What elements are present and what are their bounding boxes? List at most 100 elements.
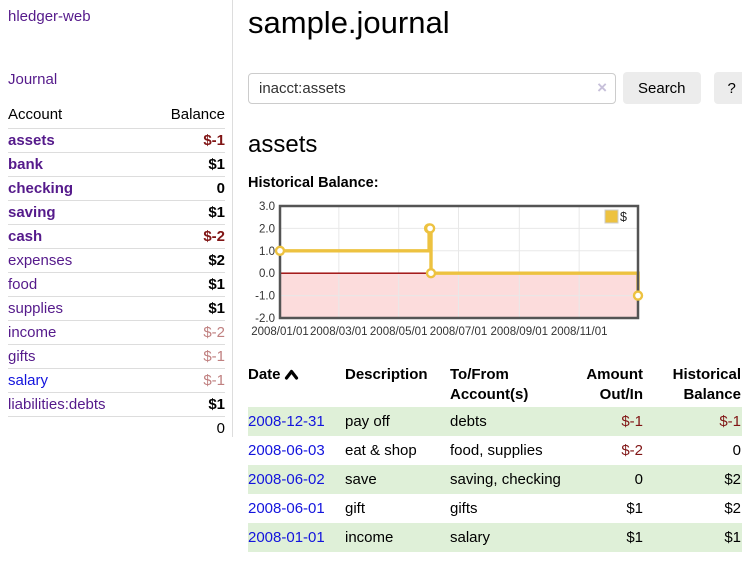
transaction-date-link[interactable]: 2008-12-31 [248, 413, 325, 430]
accounts-header-balance: Balance [147, 103, 225, 129]
register-row: 2008-12-31 pay off debts $-1 $-1 [248, 407, 742, 436]
account-balance: $1 [147, 392, 225, 417]
account-row: expenses $2 [8, 248, 225, 273]
account-balance: $2 [147, 248, 225, 273]
register-table: Date Description To/From Account(s) Amou… [248, 363, 742, 552]
account-link[interactable]: salary [8, 372, 49, 389]
legend-label: $ [620, 210, 627, 224]
chart-heading: Historical Balance: [248, 175, 379, 191]
account-balance: $-1 [147, 344, 225, 369]
account-row: gifts $-1 [8, 344, 225, 369]
search-button[interactable]: Search [623, 72, 701, 104]
transaction-accounts: food, supplies [450, 442, 543, 459]
account-row: salary $-1 [8, 368, 225, 393]
account-heading: assets [248, 131, 318, 158]
account-link[interactable]: saving [8, 204, 56, 221]
account-row: cash $-2 [8, 224, 225, 249]
sidebar-item-journal[interactable]: Journal [8, 71, 58, 88]
account-link[interactable]: income [8, 324, 57, 341]
account-row: food $1 [8, 272, 225, 297]
accounts-table: Account Balance assets $-1 bank $1 checking 0… [8, 103, 225, 441]
account-row: income $-2 [8, 320, 225, 345]
x-tick-label: 2008/07/01 [430, 326, 488, 338]
account-balance: $-2 [147, 320, 225, 345]
transaction-date-link[interactable]: 2008-06-02 [248, 471, 325, 488]
data-point-marker [425, 267, 437, 279]
account-balance: $-1 [147, 368, 225, 393]
accounts-header-account: Account [8, 103, 148, 129]
account-row: saving $1 [8, 200, 225, 225]
transaction-date-link[interactable]: 2008-06-01 [248, 500, 325, 517]
sidebar: hledger-web Journal Account Balance asse… [0, 0, 233, 441]
account-balance: $-1 [147, 128, 225, 153]
account-row: bank $1 [8, 152, 225, 177]
register-header-date[interactable]: Date [248, 363, 345, 407]
data-point-marker [632, 290, 644, 301]
y-tick-label: 1.0 [259, 246, 275, 258]
transaction-balance: $2 [724, 500, 741, 517]
transaction-amount: $1 [626, 500, 643, 517]
register-header-balance: Historical Balance [672, 366, 741, 403]
transaction-amount: $-1 [621, 413, 643, 430]
transaction-accounts: salary [450, 529, 491, 546]
register-row: 2008-06-03 eat & shop food, supplies $-2 0 [248, 436, 742, 465]
account-link[interactable]: liabilities:debts [8, 396, 106, 413]
account-row: assets $-1 [8, 128, 225, 153]
y-tick-label: 2.0 [259, 223, 275, 235]
transaction-accounts: gifts [450, 500, 478, 517]
plot-border [278, 204, 640, 320]
account-link[interactable]: supplies [8, 300, 64, 317]
account-balance: $1 [147, 200, 225, 225]
page-title: sample.journal [248, 5, 450, 40]
historical-balance-chart: $3.0 2.0 1.0 0.0 -1.0 -2.0 2008/01/01 2008/03/0… [248, 198, 742, 342]
y-tick-label: -1.0 [255, 291, 275, 303]
account-link[interactable]: bank [8, 156, 44, 173]
account-row: liabilities:debts $1 [8, 392, 225, 417]
register-row: 2008-06-02 save saving, checking 0 $2 [248, 465, 742, 494]
help-button[interactable]: ? [713, 72, 742, 104]
transaction-description: income [345, 529, 394, 546]
register-header-amount: Amount Out/In [586, 366, 643, 403]
y-tick-label: -2.0 [255, 313, 275, 325]
transaction-accounts: debts [450, 413, 487, 430]
account-balance: 0 [147, 176, 225, 201]
account-balance: $-2 [147, 224, 225, 249]
transaction-balance: $2 [724, 471, 741, 488]
account-balance: $1 [147, 152, 225, 177]
account-link[interactable]: assets [8, 132, 55, 149]
data-point-marker [274, 245, 286, 256]
y-tick-label: 0.0 [259, 268, 275, 280]
transaction-description: save [345, 471, 377, 488]
register-header-accounts: To/From Account(s) [450, 366, 529, 403]
transaction-description: eat & shop [345, 442, 417, 459]
transaction-balance: 0 [732, 442, 741, 459]
transaction-balance: $-1 [719, 413, 741, 430]
account-link[interactable]: checking [8, 180, 74, 197]
account-link[interactable]: cash [8, 228, 43, 245]
account-link[interactable]: food [8, 276, 38, 293]
account-balance: $1 [147, 296, 225, 321]
account-link[interactable]: gifts [8, 348, 36, 365]
transaction-balance: $1 [724, 529, 741, 546]
app-title: hledger-web [8, 8, 225, 25]
x-tick-label: 2008/05/01 [370, 326, 428, 338]
x-tick-label: 2008/03/01 [310, 326, 368, 338]
account-link[interactable]: expenses [8, 252, 73, 269]
legend-swatch [604, 209, 619, 224]
account-balance: $1 [147, 272, 225, 297]
account-row: checking 0 [8, 176, 225, 201]
transaction-amount: $-2 [621, 442, 643, 459]
transaction-description: pay off [345, 413, 390, 430]
app-title-link[interactable]: hledger-web [8, 8, 91, 25]
transaction-description: gift [345, 500, 366, 517]
transaction-date-link[interactable]: 2008-01-01 [248, 529, 325, 546]
x-tick-label: 2008/09/01 [491, 326, 549, 338]
search-input[interactable] [248, 72, 616, 104]
clear-search-icon[interactable]: × [597, 77, 607, 97]
data-point-marker [424, 223, 436, 234]
main-content: sample.journal × Search ? assets Histori… [233, 0, 742, 582]
search-form: × Search ? [248, 72, 742, 104]
transaction-date-link[interactable]: 2008-06-03 [248, 442, 325, 459]
accounts-total-balance: 0 [147, 416, 225, 441]
